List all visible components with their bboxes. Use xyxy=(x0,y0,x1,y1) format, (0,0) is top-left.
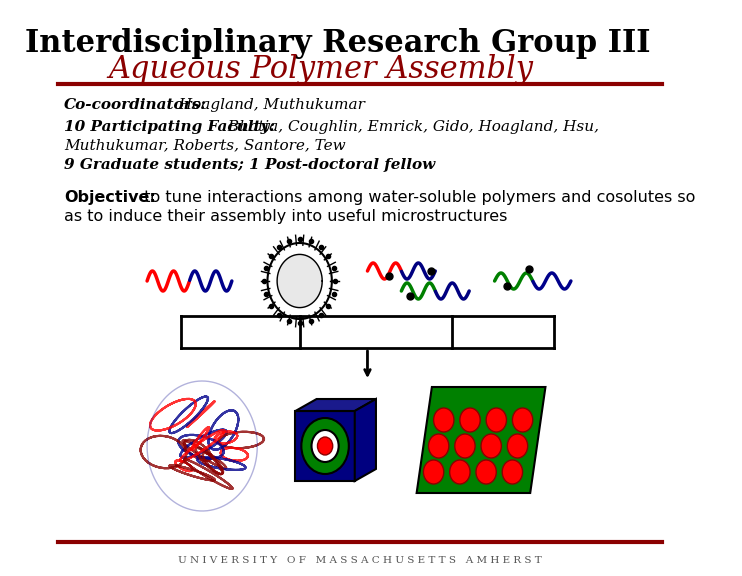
Circle shape xyxy=(481,434,502,458)
Text: U N I V E R S I T Y   O F   M A S S A C H U S E T T S   A M H E R S T: U N I V E R S I T Y O F M A S S A C H U … xyxy=(178,556,542,565)
Polygon shape xyxy=(295,399,376,411)
Text: to tune interactions among water-soluble polymers and cosolutes so: to tune interactions among water-soluble… xyxy=(134,190,696,205)
Text: Interdisciplinary Research Group III: Interdisciplinary Research Group III xyxy=(25,28,651,59)
Text: 9 Graduate students; 1 Post-doctoral fellow: 9 Graduate students; 1 Post-doctoral fel… xyxy=(64,158,436,172)
Circle shape xyxy=(513,408,533,432)
Text: Aqueous Polymer Assembly: Aqueous Polymer Assembly xyxy=(108,54,533,85)
Polygon shape xyxy=(416,387,545,493)
Circle shape xyxy=(312,430,338,462)
Circle shape xyxy=(460,408,480,432)
Text: Co-coordinators:: Co-coordinators: xyxy=(64,98,207,112)
Text: Hoagland, Muthukumar: Hoagland, Muthukumar xyxy=(174,98,365,112)
Circle shape xyxy=(486,408,507,432)
Circle shape xyxy=(476,460,496,484)
Circle shape xyxy=(318,437,332,455)
Circle shape xyxy=(424,460,444,484)
Text: Objective:: Objective: xyxy=(64,190,156,205)
Text: Muthukumar, Roberts, Santore, Tew: Muthukumar, Roberts, Santore, Tew xyxy=(64,138,346,152)
Text: as to induce their assembly into useful microstructures: as to induce their assembly into useful … xyxy=(64,209,508,224)
Circle shape xyxy=(301,418,349,474)
Circle shape xyxy=(450,460,470,484)
Text: Bhatia, Coughlin, Emrick, Gido, Hoagland, Hsu,: Bhatia, Coughlin, Emrick, Gido, Hoagland… xyxy=(223,120,600,134)
Polygon shape xyxy=(295,411,355,481)
Circle shape xyxy=(508,434,528,458)
Circle shape xyxy=(502,460,522,484)
Circle shape xyxy=(428,434,449,458)
Circle shape xyxy=(433,408,454,432)
Circle shape xyxy=(455,434,475,458)
Text: 10 Participating Faculty:: 10 Participating Faculty: xyxy=(64,120,275,134)
Polygon shape xyxy=(355,399,376,481)
Polygon shape xyxy=(277,255,322,308)
